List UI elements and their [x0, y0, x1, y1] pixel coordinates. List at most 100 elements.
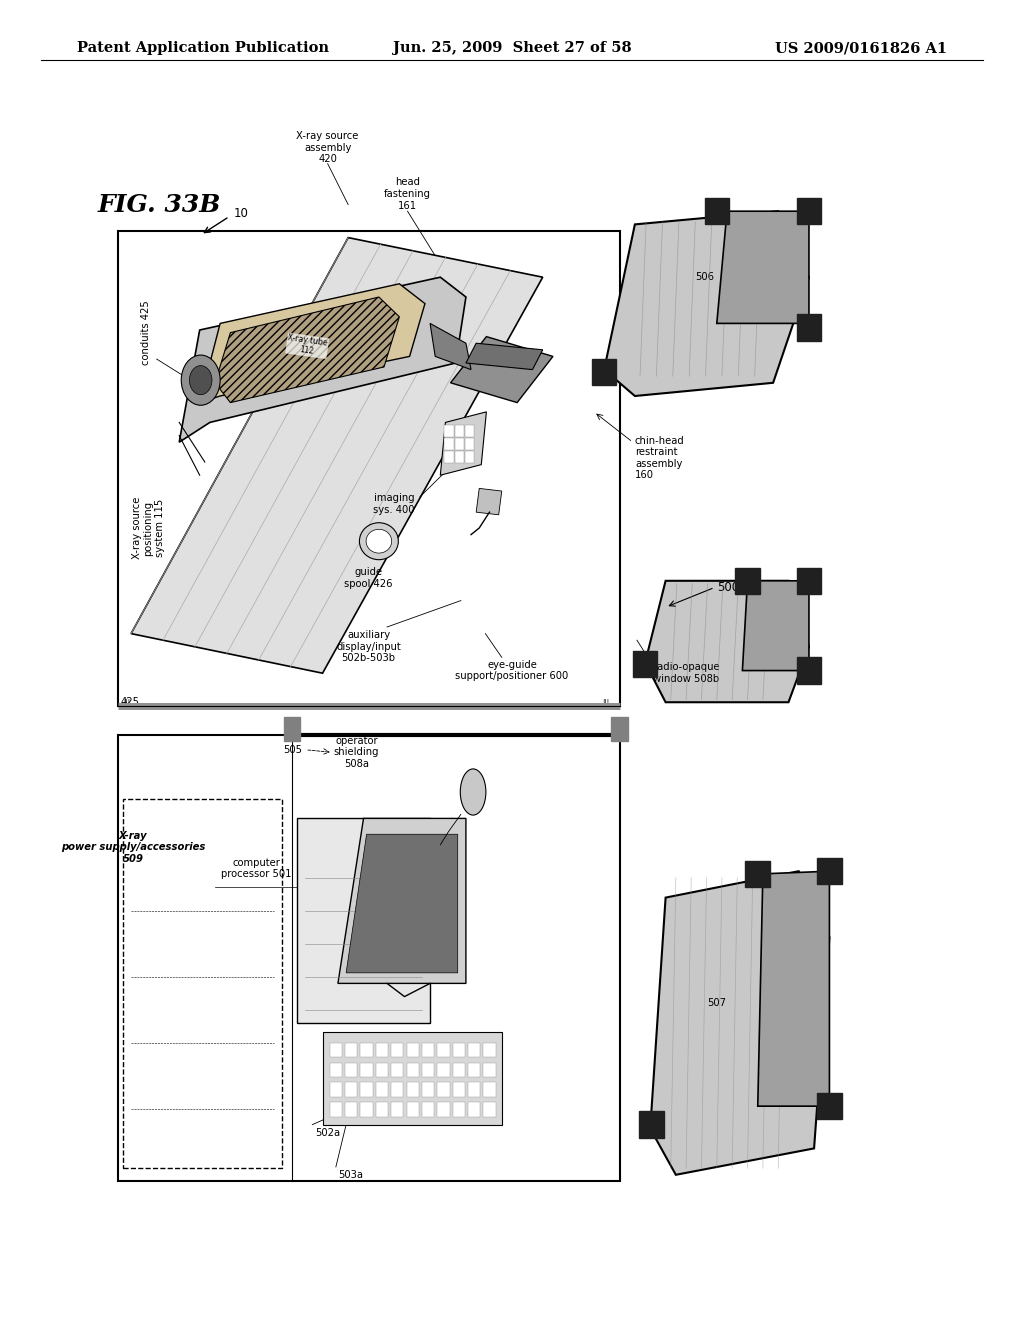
- Polygon shape: [200, 284, 425, 403]
- Polygon shape: [453, 1063, 465, 1077]
- Polygon shape: [330, 1082, 342, 1097]
- Bar: [592, 359, 616, 385]
- Bar: [797, 568, 821, 594]
- Polygon shape: [360, 1063, 373, 1077]
- Polygon shape: [215, 297, 399, 403]
- Polygon shape: [437, 1102, 450, 1117]
- Polygon shape: [345, 1063, 357, 1077]
- Bar: [118, 231, 620, 706]
- Text: X-ray
power supply/accessories
509: X-ray power supply/accessories 509: [61, 830, 205, 865]
- Text: X-ray source
assembly
420: X-ray source assembly 420: [297, 131, 358, 165]
- Text: operator
shielding
508a: operator shielding 508a: [334, 735, 379, 770]
- Text: 502a: 502a: [315, 1127, 341, 1138]
- Polygon shape: [345, 1102, 357, 1117]
- Polygon shape: [360, 1102, 373, 1117]
- Polygon shape: [440, 412, 486, 475]
- Text: chin-head
restraint
assembly
160: chin-head restraint assembly 160: [635, 436, 685, 480]
- Text: 505: 505: [283, 744, 302, 755]
- Polygon shape: [476, 488, 502, 515]
- Polygon shape: [345, 1043, 357, 1057]
- Polygon shape: [465, 425, 474, 437]
- Bar: [797, 314, 821, 341]
- Polygon shape: [376, 1082, 388, 1097]
- Polygon shape: [483, 1063, 496, 1077]
- Polygon shape: [360, 1082, 373, 1097]
- Polygon shape: [468, 1043, 480, 1057]
- Ellipse shape: [461, 768, 486, 814]
- Text: 10: 10: [233, 207, 249, 220]
- Text: radio-opaque
window 508b: radio-opaque window 508b: [653, 663, 720, 684]
- Text: 425: 425: [121, 697, 140, 708]
- Polygon shape: [483, 1082, 496, 1097]
- Polygon shape: [455, 451, 464, 463]
- Bar: [797, 657, 821, 684]
- Polygon shape: [407, 1063, 419, 1077]
- Polygon shape: [376, 1102, 388, 1117]
- Bar: [118, 735, 620, 1181]
- Text: US 2009/0161826 A1: US 2009/0161826 A1: [775, 41, 947, 55]
- Text: 507: 507: [708, 998, 726, 1008]
- Polygon shape: [451, 337, 553, 403]
- Bar: [817, 1093, 842, 1119]
- Polygon shape: [645, 581, 809, 702]
- Polygon shape: [465, 451, 474, 463]
- Polygon shape: [407, 1082, 419, 1097]
- Text: eye-guide
support/positioner 600: eye-guide support/positioner 600: [456, 660, 568, 681]
- Text: X-ray source
positioning
system 115: X-ray source positioning system 115: [132, 496, 165, 560]
- Bar: [735, 568, 760, 594]
- Text: auxiliary
display/input
502b-503b: auxiliary display/input 502b-503b: [336, 630, 401, 664]
- Text: X-ray tube
112: X-ray tube 112: [286, 334, 329, 358]
- Bar: [797, 198, 821, 224]
- Polygon shape: [179, 277, 466, 442]
- Polygon shape: [407, 1102, 419, 1117]
- Ellipse shape: [367, 529, 391, 553]
- Polygon shape: [650, 871, 829, 1175]
- Text: 503a: 503a: [338, 1170, 362, 1180]
- Polygon shape: [468, 1102, 480, 1117]
- Polygon shape: [437, 1063, 450, 1077]
- Text: Jun. 25, 2009  Sheet 27 of 58: Jun. 25, 2009 Sheet 27 of 58: [392, 41, 632, 55]
- Polygon shape: [422, 1063, 434, 1077]
- Polygon shape: [468, 1082, 480, 1097]
- Polygon shape: [345, 1082, 357, 1097]
- Polygon shape: [483, 1102, 496, 1117]
- Text: guide
spool 426: guide spool 426: [344, 568, 393, 589]
- Text: Patent Application Publication: Patent Application Publication: [77, 41, 329, 55]
- Polygon shape: [391, 1043, 403, 1057]
- Text: head
fastening
161: head fastening 161: [384, 177, 431, 211]
- Polygon shape: [444, 425, 454, 437]
- Polygon shape: [455, 438, 464, 450]
- Polygon shape: [391, 1102, 403, 1117]
- Polygon shape: [391, 1082, 403, 1097]
- Polygon shape: [131, 238, 543, 673]
- Polygon shape: [742, 581, 809, 671]
- Polygon shape: [437, 1082, 450, 1097]
- Polygon shape: [422, 1043, 434, 1057]
- Polygon shape: [391, 1063, 403, 1077]
- Ellipse shape: [181, 355, 220, 405]
- Polygon shape: [407, 1043, 419, 1057]
- Bar: [745, 861, 770, 887]
- Text: FIG. 33B: FIG. 33B: [97, 193, 220, 216]
- Polygon shape: [430, 323, 471, 370]
- Polygon shape: [444, 438, 454, 450]
- Ellipse shape: [359, 523, 398, 560]
- Bar: [284, 717, 300, 741]
- Polygon shape: [338, 818, 466, 983]
- Polygon shape: [465, 438, 474, 450]
- Text: |||: |||: [602, 698, 609, 706]
- Bar: [817, 858, 842, 884]
- Polygon shape: [717, 211, 809, 323]
- Polygon shape: [466, 343, 543, 370]
- Polygon shape: [330, 1043, 342, 1057]
- Polygon shape: [453, 1082, 465, 1097]
- Text: conduits 425: conduits 425: [141, 300, 152, 366]
- Bar: [297, 818, 430, 1023]
- Polygon shape: [453, 1102, 465, 1117]
- Polygon shape: [330, 1102, 342, 1117]
- Polygon shape: [376, 1063, 388, 1077]
- Polygon shape: [444, 451, 454, 463]
- Bar: [633, 651, 657, 677]
- Polygon shape: [758, 871, 829, 1106]
- Polygon shape: [604, 211, 809, 396]
